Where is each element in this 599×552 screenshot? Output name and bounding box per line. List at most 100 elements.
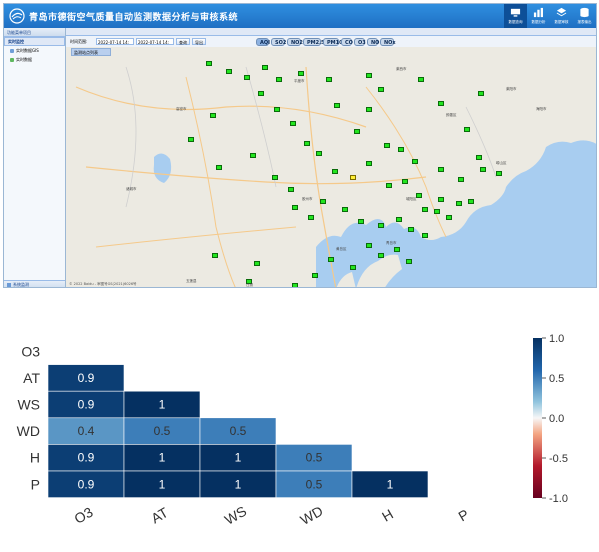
- station-marker[interactable]: [274, 107, 280, 112]
- x-tick-label: WS: [222, 503, 250, 528]
- station-marker[interactable]: [438, 101, 444, 106]
- database-icon: [580, 7, 589, 18]
- station-marker[interactable]: [350, 265, 356, 270]
- station-marker[interactable]: [328, 257, 334, 262]
- station-marker[interactable]: [366, 161, 372, 166]
- tab-strip: 首页: [66, 28, 596, 45]
- pollutant-button-co[interactable]: CO: [341, 38, 353, 46]
- station-marker[interactable]: [292, 283, 298, 287]
- heatmap-cell-label: 0.5: [154, 424, 171, 438]
- heatmap-cell-label: 0.9: [78, 371, 95, 385]
- y-tick-label: O3: [21, 343, 40, 359]
- station-marker[interactable]: [480, 167, 486, 172]
- station-marker[interactable]: [216, 165, 222, 170]
- station-marker[interactable]: [422, 233, 428, 238]
- station-list-button[interactable]: 监测站点列表: [71, 48, 111, 56]
- gis-map[interactable]: 莱西市 平度市 即墨区 胶州市 城阳区 黄岛区 崂山区 青岛市 诸城市 高密市 五莲县 日照 莱阳市 海阳…: [66, 47, 596, 287]
- export-button[interactable]: 导出: [192, 38, 206, 45]
- station-marker[interactable]: [378, 223, 384, 228]
- nav-data-audit[interactable]: 数据审核: [550, 4, 573, 28]
- station-marker[interactable]: [188, 137, 194, 142]
- station-marker[interactable]: [456, 201, 462, 206]
- station-marker[interactable]: [308, 215, 314, 220]
- query-toolbar: 时间范围: 2022-07-14 14: 2022-07-14 14: 查询 导…: [66, 36, 596, 47]
- sidebar-item-realtime-monitor[interactable]: 实时监控: [4, 37, 65, 46]
- station-marker[interactable]: [394, 247, 400, 252]
- station-marker[interactable]: [254, 261, 260, 266]
- station-marker[interactable]: [326, 77, 332, 82]
- station-marker[interactable]: [402, 179, 408, 184]
- end-time-input[interactable]: 2022-07-14 14:: [136, 38, 174, 45]
- pollutant-button-aqi[interactable]: AQI: [256, 38, 270, 46]
- sidebar-item-realtime-gis[interactable]: 实时数据GIS: [4, 46, 65, 55]
- station-marker[interactable]: [366, 107, 372, 112]
- pollutant-button-no[interactable]: NO: [367, 38, 379, 46]
- station-marker[interactable]: [412, 159, 418, 164]
- station-marker[interactable]: [476, 155, 482, 160]
- station-marker[interactable]: [406, 259, 412, 264]
- station-marker[interactable]: [378, 87, 384, 92]
- station-marker[interactable]: [246, 279, 252, 284]
- station-marker[interactable]: [386, 183, 392, 188]
- station-marker[interactable]: [316, 151, 322, 156]
- station-marker[interactable]: [408, 227, 414, 232]
- station-marker[interactable]: [258, 91, 264, 96]
- station-marker[interactable]: [244, 75, 250, 80]
- station-marker[interactable]: [206, 61, 212, 66]
- station-marker[interactable]: [212, 253, 218, 258]
- station-marker[interactable]: [366, 243, 372, 248]
- station-marker[interactable]: [418, 77, 424, 82]
- x-tick-label: WD: [297, 503, 325, 529]
- pollutant-button-so2[interactable]: SO2: [271, 38, 286, 46]
- station-marker[interactable]: [416, 193, 422, 198]
- station-marker[interactable]: [464, 127, 470, 132]
- station-marker[interactable]: [272, 175, 278, 180]
- query-button[interactable]: 查询: [176, 38, 190, 45]
- station-marker[interactable]: [288, 187, 294, 192]
- station-marker[interactable]: [292, 205, 298, 210]
- station-marker[interactable]: [422, 207, 428, 212]
- pollutant-button-no2[interactable]: NO2: [287, 38, 303, 46]
- station-marker[interactable]: [304, 141, 310, 146]
- station-marker[interactable]: [458, 177, 464, 182]
- station-marker[interactable]: [276, 77, 282, 82]
- station-marker[interactable]: [226, 69, 232, 74]
- station-marker[interactable]: [210, 113, 216, 118]
- station-marker[interactable]: [250, 153, 256, 158]
- sidebar-item-realtime-data[interactable]: 实时数据: [4, 55, 65, 64]
- sidebar-item-system-monitor[interactable]: 系统监测: [4, 280, 65, 287]
- station-marker[interactable]: [342, 207, 348, 212]
- station-marker[interactable]: [496, 171, 502, 176]
- station-marker[interactable]: [468, 199, 474, 204]
- station-marker[interactable]: [378, 253, 384, 258]
- heatmap-cell: [351, 470, 429, 498]
- station-marker[interactable]: [312, 273, 318, 278]
- pollutant-button-o3[interactable]: O3: [354, 38, 366, 46]
- nav-data-query[interactable]: 数据查询: [504, 4, 527, 28]
- station-marker[interactable]: [446, 215, 452, 220]
- station-marker[interactable]: [384, 143, 390, 148]
- pollutant-button-pm25[interactable]: PM2.5: [303, 38, 325, 46]
- station-marker[interactable]: [350, 175, 356, 180]
- station-marker[interactable]: [438, 167, 444, 172]
- station-marker[interactable]: [366, 73, 372, 78]
- station-marker[interactable]: [262, 65, 268, 70]
- station-marker[interactable]: [298, 71, 304, 76]
- nav-data-analysis[interactable]: 数据分析: [527, 4, 550, 28]
- station-marker[interactable]: [320, 199, 326, 204]
- station-marker[interactable]: [358, 219, 364, 224]
- station-marker[interactable]: [354, 129, 360, 134]
- station-marker[interactable]: [398, 147, 404, 152]
- pollutant-button-pm10[interactable]: PM10: [323, 38, 343, 46]
- pollutant-button-nox[interactable]: NOx: [380, 38, 396, 46]
- station-marker[interactable]: [334, 103, 340, 108]
- start-time-input[interactable]: 2022-07-14 14:: [96, 38, 134, 45]
- station-marker[interactable]: [478, 91, 484, 96]
- station-marker[interactable]: [290, 121, 296, 126]
- nav-report[interactable]: 报表输出: [573, 4, 596, 28]
- station-marker[interactable]: [434, 209, 440, 214]
- map-place-label: 日照: [246, 283, 253, 287]
- station-marker[interactable]: [396, 217, 402, 222]
- station-marker[interactable]: [332, 169, 338, 174]
- station-marker[interactable]: [438, 197, 444, 202]
